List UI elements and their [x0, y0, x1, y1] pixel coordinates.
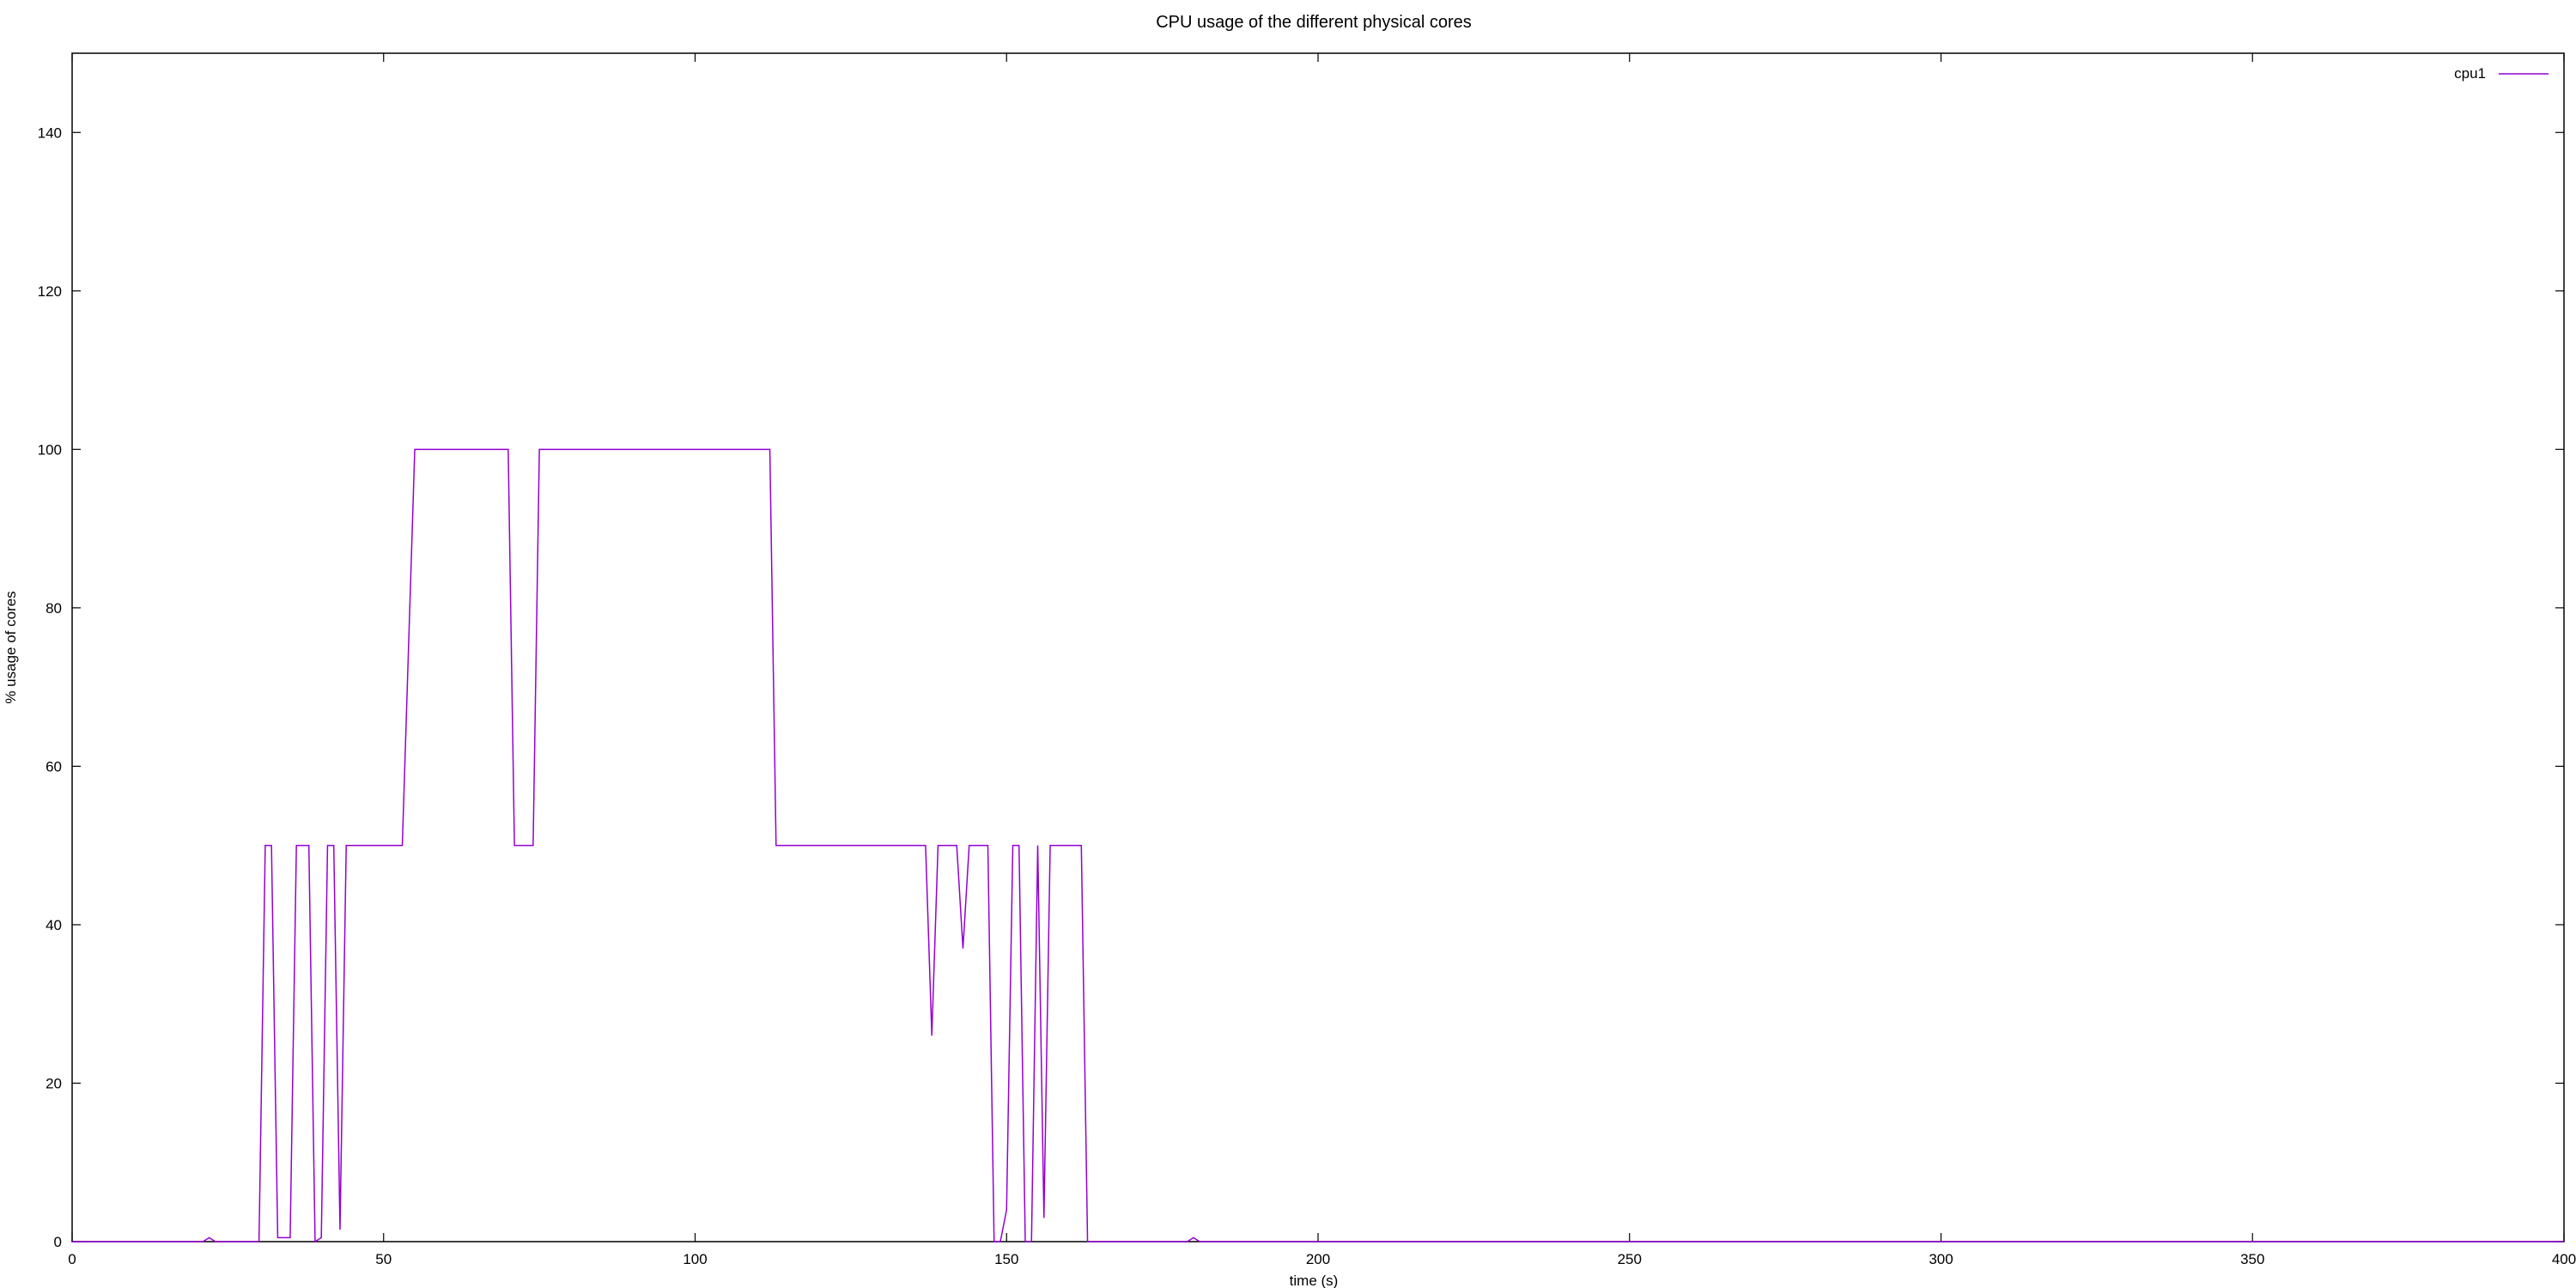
- x-tick-label: 200: [1306, 1251, 1330, 1267]
- series-layer: [72, 448, 2564, 1243]
- y-tick-label: 60: [46, 758, 62, 775]
- tick-labels: 0 50 100 150 200 250 300 350 400 0 20 40 60 80 100 120 1…: [38, 125, 2576, 1267]
- y-tick-label: 140: [38, 125, 62, 141]
- x-tick-label: 350: [2240, 1251, 2264, 1267]
- y-tick-label: 40: [46, 917, 62, 933]
- plot-frame: [71, 52, 2565, 1242]
- x-axis-label: time (s): [1290, 1273, 1339, 1288]
- legend-label-cpu1: cpu1: [2454, 65, 2486, 82]
- y-tick-label: 100: [38, 441, 62, 458]
- y-axis-label: % usage of cores: [3, 591, 19, 703]
- x-tick-label: 300: [1929, 1251, 1953, 1267]
- plot-border: [71, 52, 2565, 1242]
- y-tick-label: 20: [46, 1075, 62, 1091]
- x-tick-label: 0: [68, 1251, 76, 1267]
- axis-ticks: [71, 53, 2565, 1242]
- chart-title: CPU usage of the different physical core…: [1156, 13, 1472, 32]
- x-tick-label: 150: [994, 1251, 1018, 1267]
- x-tick-label: 50: [375, 1251, 392, 1267]
- y-tick-label: 80: [46, 600, 62, 617]
- y-tick-label: 120: [38, 283, 62, 300]
- x-tick-label: 100: [683, 1251, 707, 1267]
- x-tick-label: 400: [2552, 1251, 2576, 1267]
- series-line-cpu1: [72, 448, 2564, 1243]
- y-tick-label: 0: [54, 1234, 62, 1250]
- legend: cpu1: [2454, 65, 2549, 82]
- x-tick-label: 250: [1618, 1251, 1642, 1267]
